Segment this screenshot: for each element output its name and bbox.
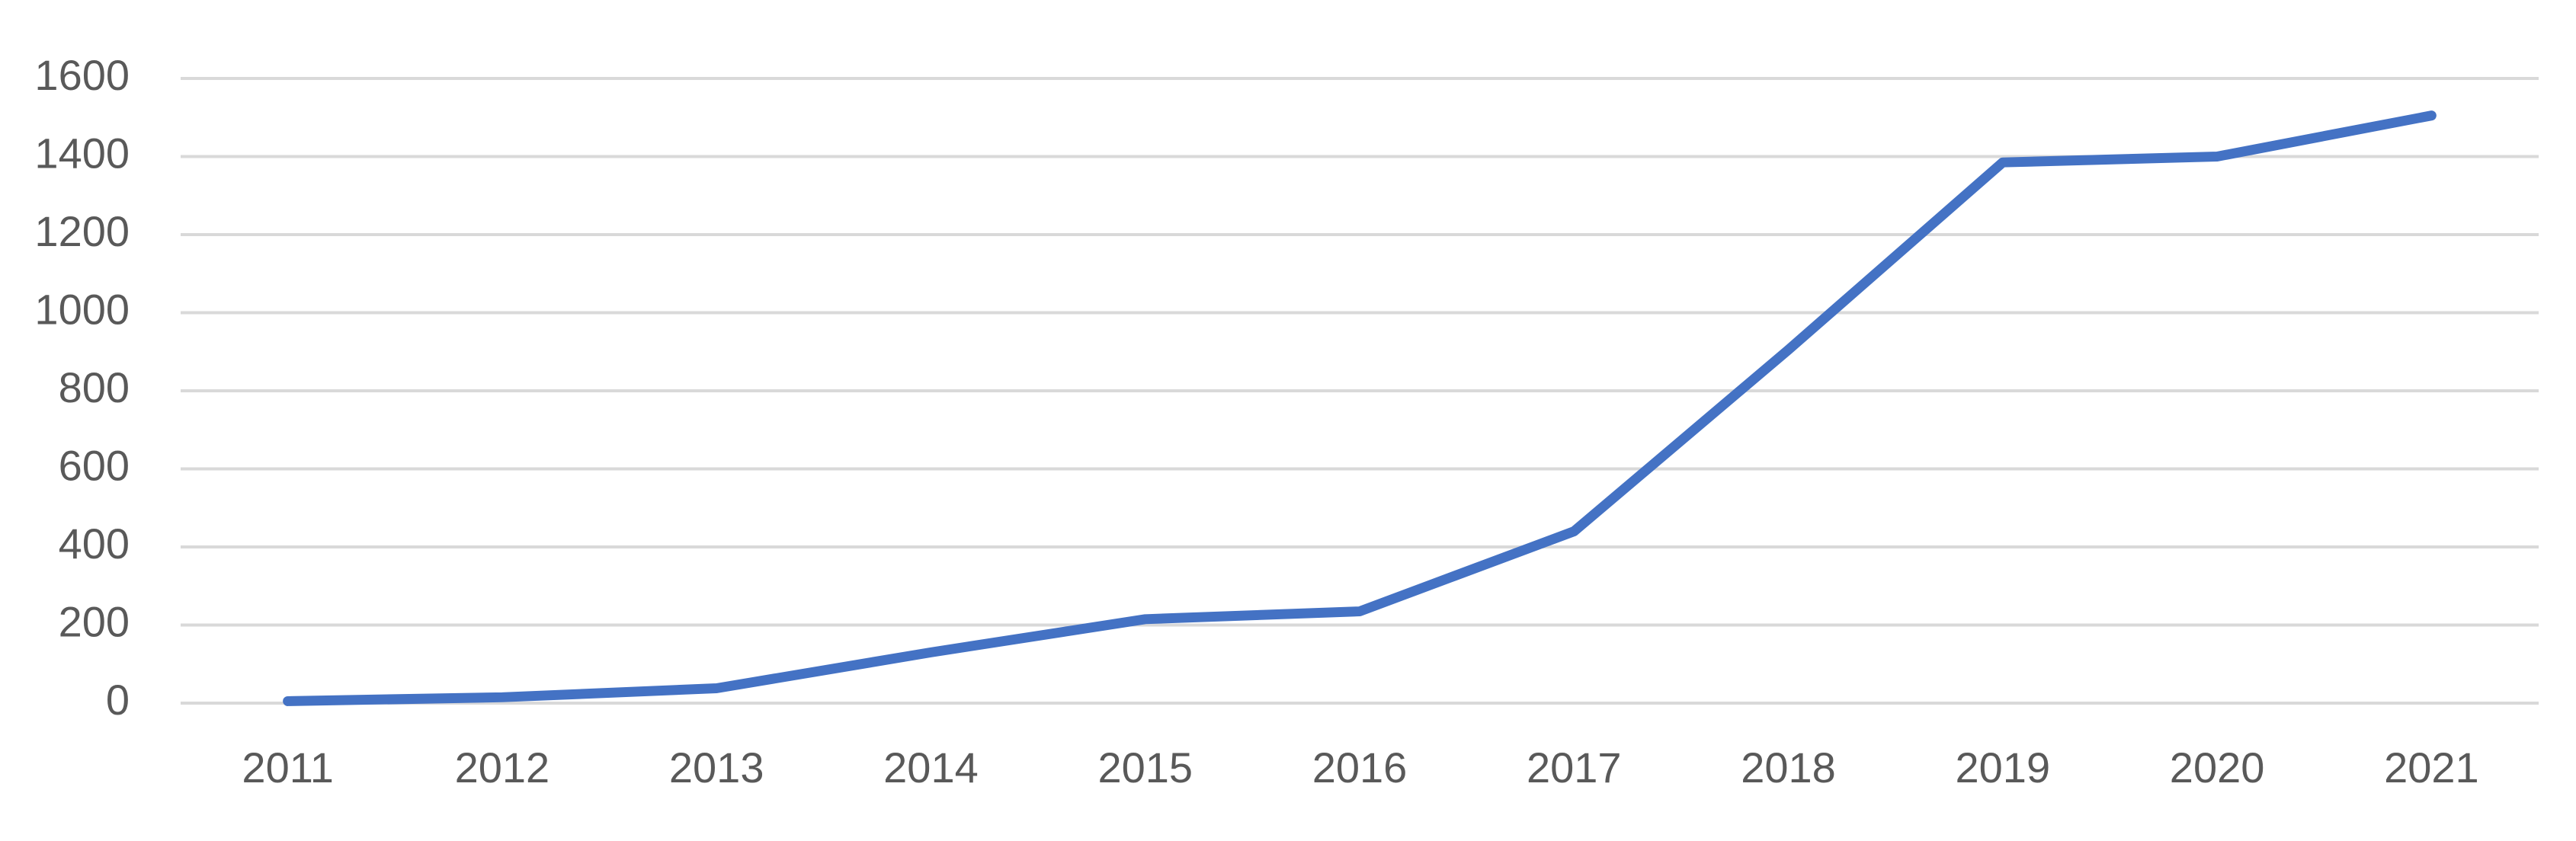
x-tick-label: 2012 xyxy=(455,743,550,791)
y-tick-label: 1600 xyxy=(34,51,130,99)
x-tick-label: 2016 xyxy=(1312,743,1408,791)
y-tick-label: 0 xyxy=(106,676,130,724)
y-tick-label: 1000 xyxy=(34,285,130,333)
y-tick-label: 800 xyxy=(59,363,130,411)
y-tick-label: 600 xyxy=(59,441,130,489)
y-tick-label: 1400 xyxy=(34,129,130,177)
x-tick-label: 2013 xyxy=(669,743,764,791)
x-tick-label: 2020 xyxy=(2170,743,2265,791)
x-tick-label: 2019 xyxy=(1956,743,2051,791)
y-tick-label: 200 xyxy=(59,597,130,645)
x-tick-label: 2021 xyxy=(2384,743,2479,791)
x-tick-label: 2015 xyxy=(1097,743,1193,791)
x-tick-label: 2018 xyxy=(1741,743,1836,791)
data-line xyxy=(283,110,2437,706)
x-tick-label: 2017 xyxy=(1527,743,1622,791)
x-tick-label: 2014 xyxy=(883,743,979,791)
y-tick-label: 400 xyxy=(59,520,130,568)
y-tick-label: 1200 xyxy=(34,207,130,255)
x-tick-label: 2011 xyxy=(242,743,333,791)
